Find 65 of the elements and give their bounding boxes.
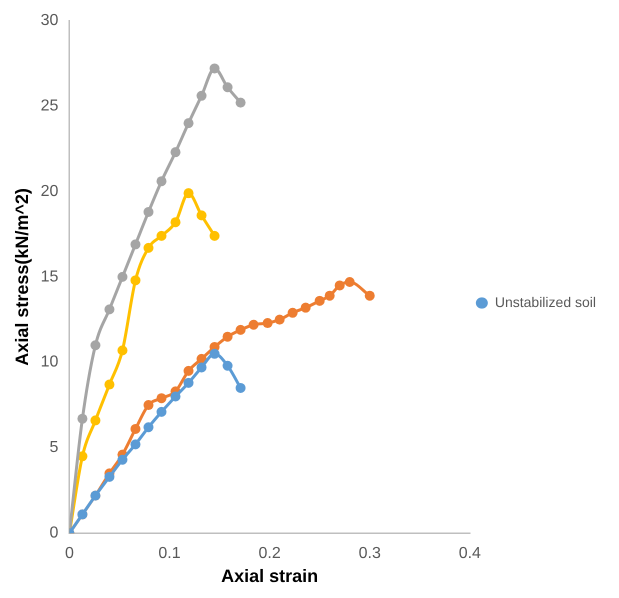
point	[170, 147, 181, 158]
point	[170, 217, 181, 228]
point	[210, 230, 220, 241]
x-tick-label: 0.2	[258, 545, 281, 562]
point	[300, 302, 311, 313]
y-axis-title: Axial stress(kN/m^2)	[12, 188, 32, 366]
point	[130, 424, 140, 434]
point	[222, 82, 233, 92]
point	[334, 280, 345, 290]
legend-label: Unstabilized soil	[494, 294, 596, 310]
y-tick-label: 5	[49, 439, 58, 456]
y-tick-label: 30	[40, 12, 58, 30]
y-tick-label: 0	[49, 524, 58, 542]
point	[170, 392, 181, 402]
point	[90, 415, 100, 426]
point	[196, 210, 207, 220]
point	[210, 348, 220, 359]
point	[236, 324, 246, 335]
point	[210, 63, 220, 74]
point	[274, 314, 285, 325]
point	[222, 360, 233, 371]
point	[324, 290, 335, 301]
point	[156, 176, 166, 186]
point	[222, 332, 233, 342]
y-tick-label: 10	[40, 354, 58, 371]
point	[344, 277, 355, 288]
point	[236, 98, 246, 108]
point	[90, 340, 100, 350]
x-tick-label: 0.1	[158, 545, 181, 562]
point	[184, 118, 194, 128]
point	[130, 275, 140, 286]
point	[156, 230, 166, 241]
x-axis-title: Axial strain	[221, 566, 318, 586]
point	[364, 290, 375, 301]
y-tick-label: 20	[40, 182, 58, 200]
point	[117, 454, 128, 465]
point	[262, 318, 273, 328]
point	[184, 188, 194, 198]
point	[196, 90, 207, 101]
point	[248, 320, 259, 330]
point	[143, 242, 154, 253]
point	[77, 414, 88, 424]
point	[104, 380, 114, 390]
point	[117, 345, 128, 356]
point	[104, 304, 114, 314]
point	[130, 239, 140, 250]
point	[156, 393, 166, 404]
point	[130, 439, 140, 450]
x-tick-label: 0.4	[458, 545, 482, 562]
point	[236, 382, 246, 393]
point	[143, 400, 154, 410]
y-tick-label: 15	[40, 268, 58, 286]
point	[314, 296, 325, 306]
x-tick-label: 0.3	[358, 545, 381, 562]
x-tick-label: 0	[64, 545, 74, 562]
point	[288, 308, 298, 318]
point	[184, 366, 194, 376]
point	[143, 422, 154, 432]
y-tick-label: 25	[40, 97, 58, 114]
point	[184, 378, 194, 388]
point	[117, 272, 128, 282]
point	[196, 362, 207, 372]
point	[143, 206, 154, 217]
point	[104, 472, 114, 482]
point	[156, 406, 166, 417]
